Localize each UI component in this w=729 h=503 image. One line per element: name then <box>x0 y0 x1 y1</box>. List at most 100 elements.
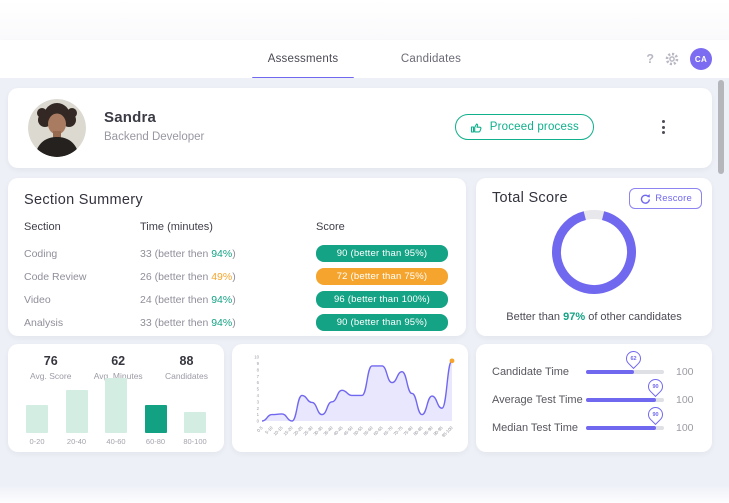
slider-track[interactable]: 90 <box>586 376 667 402</box>
slider-pin-value: 62 <box>630 355 637 362</box>
bar <box>105 378 127 433</box>
col-header-score: Score <box>316 220 345 233</box>
tab-assessments-label: Assessments <box>267 53 339 65</box>
slider-row: Median Test Time 90 100 <box>476 404 712 442</box>
help-icon[interactable]: ? <box>646 52 654 66</box>
tab-candidates[interactable]: Candidates <box>380 40 482 78</box>
score-badge: 96 (better than 100%) <box>316 291 448 308</box>
x-tick-label: 30-35 <box>312 425 324 437</box>
more-options-kebab-icon[interactable] <box>656 116 670 138</box>
slider-max-label: 100 <box>676 422 694 434</box>
bar <box>184 412 206 433</box>
y-tick-label: 2 <box>257 406 260 411</box>
bar-label: 0-20 <box>29 437 45 446</box>
endpoint-dot <box>449 358 455 364</box>
y-tick-label: 5 <box>257 387 260 392</box>
x-tick-label: 35-40 <box>322 425 334 437</box>
rescore-button[interactable]: Rescore <box>629 188 702 209</box>
col-header-section: Section <box>24 220 61 233</box>
x-tick-label: 95-100 <box>441 425 454 438</box>
x-tick-label: 0-5 <box>256 425 264 433</box>
top-navbar: Assessments Candidates ? CA <box>0 40 729 79</box>
bar <box>144 405 167 433</box>
y-tick-label: 3 <box>257 399 260 404</box>
slider-label: Median Test Time <box>492 422 579 434</box>
x-tick-label: 70-75 <box>392 425 404 437</box>
x-tick-label: 40-45 <box>332 425 344 437</box>
row-time-cell: 24 (better then 94%) <box>140 293 236 306</box>
rescore-label: Rescore <box>655 193 692 204</box>
area-fill <box>262 360 452 421</box>
better-than-percent: 97% <box>563 311 586 323</box>
bar-label: 40-60 <box>106 437 126 446</box>
section-summary-title: Section Summery <box>24 192 143 208</box>
tab-assessments[interactable]: Assessments <box>252 40 354 79</box>
slider-track[interactable]: 62 <box>586 348 664 374</box>
slider-fill <box>586 370 635 374</box>
tab-candidates-label: Candidates <box>400 53 462 65</box>
nav-tabs: Assessments Candidates <box>252 40 482 79</box>
x-tick-label: 75-80 <box>402 425 414 437</box>
score-badge: 90 (better than 95%) <box>316 314 448 331</box>
bar-column: 40-60 <box>101 376 131 446</box>
x-tick-label: 15-20 <box>282 425 294 437</box>
section-summary-table: Section Time (minutes) Score Coding 33 (… <box>24 219 450 334</box>
x-tick-label: 5-10 <box>264 425 274 435</box>
slider-track[interactable]: 90 <box>586 404 667 430</box>
bar-chart: 0-20 20-40 40-60 60-80 80-100 <box>22 376 210 446</box>
distribution-stats-card: 76 Avg. Score 62 Avg. Minutes 88 Candida… <box>8 344 224 452</box>
bar-label: 60-80 <box>145 437 166 446</box>
thumbs-up-icon <box>470 121 483 134</box>
y-tick-label: 6 <box>257 380 260 385</box>
x-tick-label: 65-70 <box>382 425 394 437</box>
y-tick-label: 1 <box>257 412 260 417</box>
y-tick-label: 8 <box>257 367 260 372</box>
x-tick-label: 50-55 <box>352 425 364 437</box>
trend-line <box>261 360 453 422</box>
section-summary-card: Section Summery Section Time (minutes) S… <box>8 178 466 336</box>
main-content: Sandra Backend Developer Proceed process… <box>0 78 729 503</box>
stats-row: 76 Avg. Score 62 Avg. Minutes 88 Candida… <box>8 344 224 381</box>
top-whitespace-band <box>0 0 729 40</box>
refresh-icon <box>639 193 651 204</box>
bottom-fade <box>0 485 729 503</box>
x-tick-label: 85-90 <box>422 425 434 437</box>
proceed-process-button[interactable]: Proceed process <box>454 114 594 140</box>
bar-column: 20-40 <box>62 376 92 446</box>
row-time-cell: 33 (better then 94%) <box>140 316 236 329</box>
total-score-card: Total Score Rescore Better than 97% of o… <box>476 178 712 336</box>
slider-row: Average Test Time 90 100 <box>476 376 712 414</box>
proceed-process-label: Proceed process <box>489 121 579 133</box>
total-score-caption: Better than 97% of other candidates <box>506 311 682 323</box>
settings-gear-icon[interactable] <box>665 52 679 66</box>
slider-pin-handle[interactable]: 62 <box>623 348 645 370</box>
x-tick-label: 80-85 <box>412 425 424 437</box>
bar-column: 0-20 <box>22 376 52 446</box>
slider-fill <box>586 398 657 402</box>
total-score-title: Total Score <box>492 190 568 206</box>
scrollbar-thumb[interactable] <box>718 80 724 174</box>
slider-row: Candidate Time 62 100 <box>476 348 712 386</box>
slider-pin-value: 90 <box>652 411 659 418</box>
stat-candidates: 88 Candidates <box>164 354 208 381</box>
total-score-donut <box>548 206 640 303</box>
x-tick-label: 45-50 <box>342 425 354 437</box>
time-sliders-card: Candidate Time 62 100 Average Test Time … <box>476 344 712 452</box>
candidate-profile-card: Sandra Backend Developer Proceed process <box>8 88 712 168</box>
y-tick-label: 0 <box>257 419 260 424</box>
slider-pin-value: 90 <box>652 383 659 390</box>
stat-avg-score: 76 Avg. Score <box>30 354 72 381</box>
row-section-name: Video <box>24 293 51 306</box>
col-header-time: Time (minutes) <box>140 220 213 233</box>
slider-label: Average Test Time <box>492 394 583 406</box>
slider-max-label: 100 <box>676 394 694 406</box>
stat-avg-minutes: 62 Avg. Minutes <box>93 354 143 381</box>
candidate-role: Backend Developer <box>104 131 205 143</box>
bar <box>26 405 48 433</box>
row-section-name: Analysis <box>24 316 64 329</box>
user-avatar[interactable]: CA <box>690 48 712 70</box>
x-tick-label: 10-15 <box>272 425 284 437</box>
y-tick-label: 4 <box>257 393 260 398</box>
row-time-cell: 26 (better then 49%) <box>140 270 236 283</box>
